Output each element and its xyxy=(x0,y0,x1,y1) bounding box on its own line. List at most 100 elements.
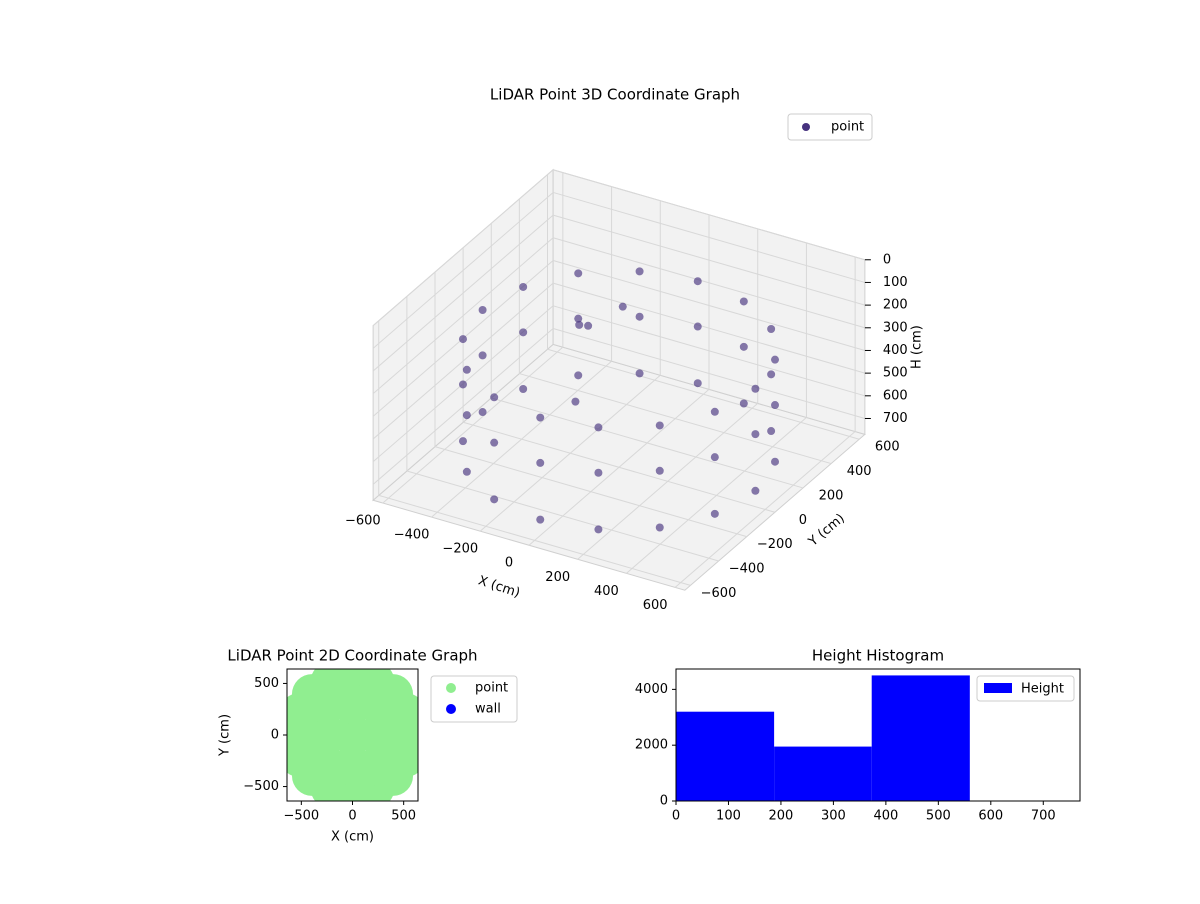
point xyxy=(574,371,583,380)
grid-line xyxy=(552,282,866,374)
point xyxy=(478,306,487,315)
z-axis-label: H (cm) xyxy=(909,325,924,369)
chart-title: LiDAR Point 3D Coordinate Graph xyxy=(490,86,740,104)
axes-frame xyxy=(675,668,1081,802)
x-tick-label: 700 xyxy=(1031,809,1056,824)
point xyxy=(490,438,499,447)
y-axis-label: Y (cm) xyxy=(805,511,848,550)
z-tick-label: 600 xyxy=(883,388,908,403)
point xyxy=(519,385,528,394)
legend-label: wall xyxy=(475,702,501,717)
y-tick-label: −500 xyxy=(243,779,279,794)
grid-line xyxy=(552,169,866,261)
point xyxy=(462,365,471,374)
point xyxy=(458,437,467,446)
point xyxy=(462,467,471,476)
z-tick-label: 100 xyxy=(883,275,908,290)
point xyxy=(536,515,545,524)
point xyxy=(490,495,499,504)
legend-label: point xyxy=(475,681,508,696)
grid-line xyxy=(378,494,691,586)
y-tick-label: 2000 xyxy=(635,738,668,753)
point xyxy=(751,486,760,495)
point xyxy=(635,267,644,276)
x-tick-label: −500 xyxy=(283,809,319,824)
legend-box xyxy=(787,113,873,141)
x-axis-label: X (cm) xyxy=(331,830,374,845)
grid-line xyxy=(372,282,554,440)
point xyxy=(519,282,528,291)
z-tick-label: 200 xyxy=(883,298,908,313)
point xyxy=(458,335,467,344)
y-tick-label: −400 xyxy=(729,562,765,577)
point xyxy=(739,342,748,351)
point xyxy=(584,321,593,330)
point xyxy=(710,509,719,518)
x-tick-label: 0 xyxy=(505,556,513,571)
bar xyxy=(871,675,970,801)
point xyxy=(751,430,760,439)
x-tick-label: −200 xyxy=(442,542,478,557)
point xyxy=(306,684,347,725)
grid-line xyxy=(372,169,554,327)
grid-line xyxy=(491,397,804,489)
point xyxy=(635,369,644,378)
x-tick-label: 600 xyxy=(643,598,668,613)
grid-line xyxy=(552,328,866,419)
point xyxy=(710,453,719,462)
bar xyxy=(774,746,872,801)
point xyxy=(655,466,664,475)
legend-label: point xyxy=(831,120,864,135)
point xyxy=(358,684,399,725)
y-tick-label: −200 xyxy=(757,537,793,552)
grid-line xyxy=(372,192,554,349)
point xyxy=(536,413,545,422)
grid-line xyxy=(372,237,554,395)
x-tick-label: 0 xyxy=(348,809,356,824)
x-tick-label: 500 xyxy=(391,809,416,824)
chart-title: LiDAR Point 2D Coordinate Graph xyxy=(227,647,477,665)
grid-line xyxy=(406,470,719,562)
point xyxy=(594,423,603,432)
point xyxy=(462,411,471,420)
y-tick-label: 0 xyxy=(660,794,668,809)
grid-line xyxy=(552,237,866,329)
x-tick-label: 300 xyxy=(821,809,846,824)
legend-marker xyxy=(446,683,456,693)
x-tick-label: 400 xyxy=(873,809,898,824)
y-tick-label: 4000 xyxy=(635,682,668,697)
y-tick-label: 200 xyxy=(819,488,844,503)
point xyxy=(655,523,664,532)
chart-title: Height Histogram xyxy=(812,647,944,665)
point xyxy=(519,328,528,337)
point xyxy=(771,355,780,364)
point xyxy=(478,351,487,360)
grid-line xyxy=(552,191,866,283)
point xyxy=(751,384,760,393)
point xyxy=(693,277,702,286)
y-tick-label: 500 xyxy=(254,676,279,691)
z-tick-label: 500 xyxy=(883,366,908,381)
legend-box xyxy=(976,675,1075,702)
point xyxy=(635,312,644,321)
point xyxy=(771,457,780,466)
point xyxy=(306,745,347,786)
grid-line xyxy=(372,214,554,372)
point xyxy=(739,297,748,306)
point xyxy=(618,302,627,311)
point xyxy=(571,397,580,406)
grid-line xyxy=(552,214,866,306)
point xyxy=(594,468,603,477)
legend-label: Height xyxy=(1021,682,1064,697)
point xyxy=(306,715,347,755)
grid-line xyxy=(434,446,747,538)
y-tick-label: 0 xyxy=(271,728,279,743)
grid-line xyxy=(519,373,832,465)
legend-swatch xyxy=(984,683,1012,693)
x-tick-label: −600 xyxy=(345,514,381,529)
x-tick-label: 600 xyxy=(978,809,1003,824)
point xyxy=(490,393,499,402)
x-tick-label: 100 xyxy=(716,809,741,824)
point xyxy=(575,320,584,329)
